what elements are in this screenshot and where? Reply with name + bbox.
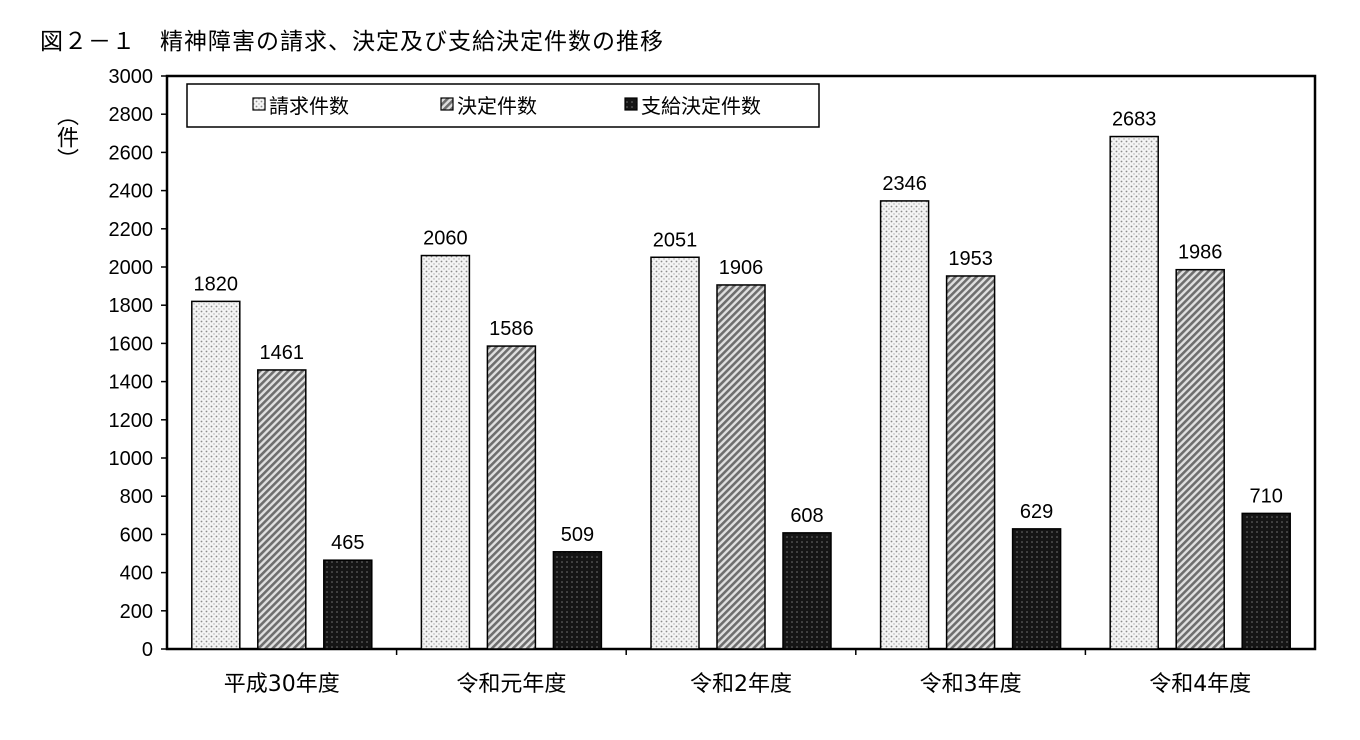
y-tick-label: 200 bbox=[120, 601, 153, 623]
bar-支給決定件数-令和元年度 bbox=[552, 551, 603, 650]
x-category-label: 令和4年度 bbox=[1149, 672, 1251, 697]
data-label: 2346 bbox=[882, 173, 927, 195]
bar-支給決定件数-令和4年度 bbox=[1241, 512, 1291, 650]
data-label: 1820 bbox=[194, 273, 239, 295]
y-tick-label: 0 bbox=[142, 639, 153, 661]
x-category-label: 平成30年度 bbox=[224, 672, 340, 697]
bar-決定件数-令和4年度 bbox=[1175, 268, 1225, 650]
data-label: 509 bbox=[561, 524, 594, 546]
legend-label: 請求件数 bbox=[269, 94, 349, 118]
y-tick-label: 800 bbox=[120, 486, 153, 508]
y-tick-label: 2200 bbox=[109, 219, 154, 241]
data-label: 1906 bbox=[719, 257, 764, 279]
y-axis-label: （件） bbox=[53, 104, 78, 170]
legend-swatch-支給決定件数 bbox=[624, 97, 638, 111]
bar-決定件数-令和元年度 bbox=[486, 345, 537, 650]
data-label: 2683 bbox=[1112, 109, 1157, 131]
legend-label: 決定件数 bbox=[457, 94, 537, 118]
y-tick-label: 1200 bbox=[109, 410, 154, 432]
x-category-label: 令和2年度 bbox=[690, 672, 792, 697]
y-tick-label: 2600 bbox=[109, 142, 154, 164]
data-label: 2051 bbox=[653, 229, 698, 251]
bars bbox=[191, 135, 1291, 650]
data-label: 1986 bbox=[1178, 242, 1223, 264]
data-label: 710 bbox=[1250, 485, 1283, 507]
data-label: 465 bbox=[331, 532, 364, 554]
x-category-label: 令和3年度 bbox=[920, 672, 1022, 697]
bar-請求件数-令和2年度 bbox=[650, 256, 700, 650]
y-tick-label: 1000 bbox=[109, 448, 154, 470]
bar-支給決定件数-令和2年度 bbox=[782, 532, 832, 650]
y-tick-label: 1400 bbox=[109, 372, 154, 394]
legend: 請求件数 決定件数 支給決定件数 bbox=[186, 83, 820, 128]
x-category-label: 令和元年度 bbox=[456, 672, 566, 697]
y-tick-label: 2800 bbox=[109, 104, 154, 126]
y-tick-label: 400 bbox=[120, 563, 153, 585]
bar-請求件数-令和4年度 bbox=[1109, 135, 1159, 650]
data-label: 608 bbox=[790, 505, 823, 527]
y-tick-label: 2000 bbox=[109, 257, 154, 279]
legend-swatch-決定件数 bbox=[440, 97, 454, 111]
bar-請求件数-令和元年度 bbox=[420, 254, 471, 650]
bar-決定件数-令和2年度 bbox=[716, 284, 766, 650]
data-label: 2060 bbox=[423, 228, 468, 250]
legend-label: 支給決定件数 bbox=[641, 94, 761, 118]
y-tick-label: 1600 bbox=[109, 333, 154, 355]
y-tick-label: 1800 bbox=[109, 295, 154, 317]
bar-決定件数-平成30年度 bbox=[257, 369, 307, 650]
y-tick-label: 2400 bbox=[109, 181, 154, 203]
labels: 1820 1461 465 2060 1586 509 2051 1906 608 2346 195… bbox=[194, 109, 1283, 555]
legend-swatch-請求件数 bbox=[252, 97, 266, 111]
data-label: 629 bbox=[1020, 501, 1053, 523]
chart-title: 図２－１ 精神障害の請求、決定及び支給決定件数の推移 bbox=[40, 29, 664, 55]
bar-支給決定件数-令和3年度 bbox=[1011, 528, 1062, 650]
legend-box bbox=[186, 83, 820, 128]
data-label: 1586 bbox=[489, 318, 534, 340]
axes: 0 200 400 600 800 1000 1200 1400 1600 1800 2000 220… bbox=[109, 66, 1317, 697]
bar-決定件数-令和3年度 bbox=[945, 275, 996, 650]
bar-支給決定件数-平成30年度 bbox=[323, 559, 373, 650]
bar-請求件数-平成30年度 bbox=[191, 300, 241, 650]
y-tick-label: 600 bbox=[120, 524, 153, 546]
data-label: 1953 bbox=[948, 248, 993, 270]
y-tick-label: 3000 bbox=[109, 66, 154, 88]
bar-請求件数-令和3年度 bbox=[879, 200, 930, 650]
data-label: 1461 bbox=[260, 342, 305, 364]
